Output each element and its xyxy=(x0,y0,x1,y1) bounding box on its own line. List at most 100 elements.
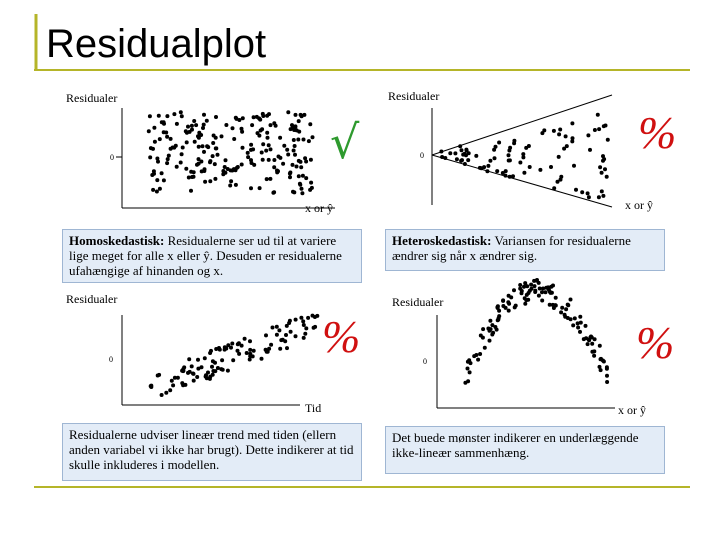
dot xyxy=(226,343,231,348)
caption-term: Homoskedastisk: xyxy=(69,233,165,248)
dot xyxy=(265,135,270,140)
dot xyxy=(219,134,224,139)
dot xyxy=(202,112,206,117)
dot xyxy=(501,298,506,303)
dot xyxy=(540,131,545,136)
dot xyxy=(235,342,240,347)
dot xyxy=(599,189,604,194)
dot xyxy=(590,349,595,354)
dot xyxy=(496,317,501,322)
dot xyxy=(458,144,463,149)
dot xyxy=(239,162,244,167)
dot xyxy=(299,165,304,170)
dot xyxy=(488,158,493,163)
dot xyxy=(301,323,306,327)
dot xyxy=(264,177,269,182)
dot xyxy=(601,154,605,159)
dot xyxy=(165,134,170,139)
dot xyxy=(274,332,279,337)
dot xyxy=(598,165,603,170)
dot xyxy=(293,317,298,322)
caption-text: Variansen for residualerne ændrer sig nå… xyxy=(392,233,631,263)
dot xyxy=(290,123,294,128)
dot xyxy=(540,290,544,295)
dot xyxy=(151,187,156,192)
dot xyxy=(453,151,458,156)
dot xyxy=(597,343,602,348)
dot xyxy=(291,189,295,194)
dot xyxy=(601,193,606,198)
caption: Residualerne udviser lineær trend med ti… xyxy=(62,423,362,481)
dot xyxy=(215,152,220,157)
dot xyxy=(604,365,609,370)
dot xyxy=(255,131,260,136)
dot xyxy=(288,175,292,180)
dot xyxy=(521,152,526,157)
dot xyxy=(146,129,151,134)
dot xyxy=(149,385,154,389)
dot xyxy=(244,351,249,355)
verdict: % xyxy=(638,107,676,158)
dot xyxy=(465,366,470,371)
dot xyxy=(201,126,205,130)
dot xyxy=(507,174,512,179)
dot xyxy=(168,388,173,393)
dot xyxy=(512,305,517,310)
dot xyxy=(290,162,295,167)
dot xyxy=(267,346,272,351)
dot xyxy=(524,292,529,297)
dot xyxy=(157,186,162,191)
dot xyxy=(312,315,317,319)
dot xyxy=(184,140,189,145)
dot xyxy=(497,140,502,145)
dot xyxy=(581,337,586,342)
dot xyxy=(157,137,162,142)
x-label: Tid xyxy=(305,401,321,415)
dot xyxy=(526,144,531,148)
dot xyxy=(230,341,235,346)
dot xyxy=(439,149,444,154)
dot xyxy=(210,359,215,364)
dot xyxy=(211,141,216,145)
dot xyxy=(264,333,268,338)
dot xyxy=(476,357,481,362)
dot xyxy=(202,169,207,173)
dot xyxy=(306,315,311,320)
dot xyxy=(165,161,170,166)
dot xyxy=(172,112,177,117)
dot xyxy=(272,165,277,170)
dot xyxy=(571,323,576,328)
dot xyxy=(492,156,497,161)
dot xyxy=(240,145,245,150)
dot xyxy=(466,379,471,384)
dot xyxy=(259,150,264,155)
dot xyxy=(220,358,225,363)
dot xyxy=(566,303,571,308)
dot xyxy=(568,297,573,302)
dot xyxy=(574,187,578,192)
dot xyxy=(485,169,490,174)
dot xyxy=(309,180,314,185)
dot xyxy=(159,120,164,125)
dot xyxy=(506,293,511,298)
dot xyxy=(296,137,301,142)
dot xyxy=(181,367,186,372)
dot xyxy=(512,288,516,293)
caption-text: Residualerne ser ud til at variere lige … xyxy=(69,233,342,278)
dot xyxy=(304,326,309,331)
dot xyxy=(196,366,201,371)
x-label: x or ŷ xyxy=(625,198,653,212)
dot xyxy=(239,126,244,131)
dot xyxy=(287,321,292,325)
dot xyxy=(503,173,508,178)
dot xyxy=(196,357,200,362)
dot xyxy=(301,137,306,142)
dot xyxy=(464,147,469,152)
dot xyxy=(592,337,597,342)
caption-text: Residualerne udviser lineær trend med ti… xyxy=(69,427,354,472)
dot xyxy=(252,162,257,167)
dot xyxy=(213,135,218,140)
dot xyxy=(540,298,545,303)
dot xyxy=(257,186,262,191)
